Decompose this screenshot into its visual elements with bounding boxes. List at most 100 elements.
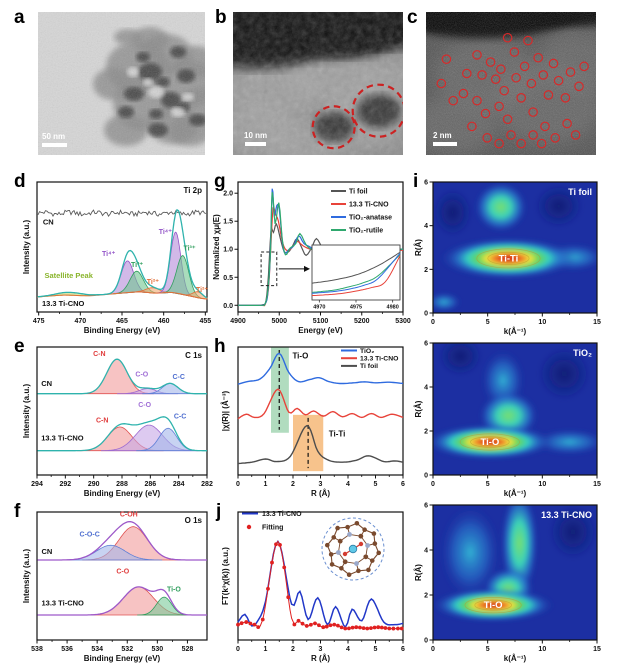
c-atom [366,567,371,573]
svg-text:290: 290 [88,481,100,488]
single-atom-circle [516,93,526,103]
o-atom [358,541,364,547]
svg-text:4: 4 [346,481,350,488]
svg-text:530: 530 [152,646,164,653]
c-atom [369,558,375,563]
svg-text:Ti-Ti: Ti-Ti [329,430,346,439]
wt_ti_foil-shell-label: Ti-Ti [499,253,519,264]
svg-text:0.0: 0.0 [223,303,233,310]
single-atom-circle [467,121,477,132]
single-atom-circle [562,118,572,129]
panel-label-h: h [214,336,226,357]
single-atom-circle [560,93,571,103]
panel-label-c: c [407,7,418,28]
panel-d-xps-chart: 475 470 465 460 455 Binding Energy (eV) Intens… [22,181,211,335]
wavelet-intensity-blob [534,184,583,228]
svg-text:294: 294 [31,481,43,488]
xanes-legend: Ti foil 13.3 Ti-CNO TiO₂-anatase TiO₂-rutil… [331,189,392,235]
single-atom-circle [516,138,526,149]
scale-bar-label: 50 nm [42,132,65,141]
n-atom [347,532,352,537]
single-atom-circle [550,133,560,143]
svg-text:0: 0 [236,646,240,653]
single-atom-circle [490,74,501,85]
cluster-highlight-circle [351,83,403,138]
c-atom [371,531,377,536]
svg-text:6: 6 [424,341,428,348]
svg-text:4975: 4975 [350,305,362,311]
wt_ti_foil-y-axis-label: R(Å) [414,239,423,256]
c-atom [324,542,330,548]
svg-text:4: 4 [424,385,428,392]
single-atom-circle [436,78,447,89]
wavelet-intensity-blob [537,347,591,401]
n-atom [354,561,359,566]
svg-text:Fitting: Fitting [262,525,283,532]
o-atom [342,551,348,557]
wt_tio2-x-axis-label: k(Å⁻¹) [504,489,527,498]
svg-text:10: 10 [538,646,546,653]
svg-text:5300: 5300 [395,318,411,325]
single-atom-circle [553,75,564,86]
single-atom-circle [570,130,581,140]
svg-text:4: 4 [424,548,428,555]
svg-text:15: 15 [593,319,601,326]
molecule-boundary-circle [321,517,385,581]
panel-e-xps-chart: 294 292 290 288 286 284 282 Binding Energy (eV)… [22,346,213,498]
svg-text:15: 15 [593,481,601,488]
single-atom-circle [482,133,492,143]
cluster-highlight-circle [311,105,356,150]
svg-text:3: 3 [319,481,323,488]
scale-bar [245,142,266,146]
scale-bar-label: 10 nm [244,131,267,140]
svg-text:C-O: C-O [135,371,148,378]
svg-text:Ti-O: Ti-O [167,586,181,593]
single-atom-circle [502,114,513,125]
svg-text:C-N: C-N [93,351,105,358]
panel-label-a: a [14,7,25,28]
svg-text:538: 538 [31,646,43,653]
panel-a-micrograph: 50 nm [38,12,205,155]
svg-text:C-OH: C-OH [120,511,138,518]
exafs_r-x-axis-label: R (Å) [311,489,330,498]
xps_o1s-title: O 1s [185,516,203,525]
single-atom-circle [472,95,482,106]
fit-legend: 13.3 Ti-CNO Fitting [242,511,302,532]
svg-text:534: 534 [91,646,103,653]
single-atom-circle [538,70,549,80]
wavelet-intensity-blob [439,505,501,600]
xps_c1s-x-axis-label: Binding Energy (eV) [84,489,161,498]
c-atom [329,562,335,567]
c-atom [331,535,337,540]
svg-text:13.3 Ti-CNO: 13.3 Ti-CNO [262,511,302,518]
ti-coordination-structure [321,517,385,581]
svg-text:Satellite Peak: Satellite Peak [45,271,94,280]
svg-text:2: 2 [424,593,428,600]
svg-text:4900: 4900 [230,318,246,325]
panel-j-fit-chart: 0 1 2 3 4 5 6 R (Å) FT(k³χ(k)) (a.u.) 13.3 Ti-CNO… [221,511,405,663]
c-atom [354,520,360,526]
svg-text:284: 284 [173,481,185,488]
svg-text:465: 465 [116,318,128,325]
svg-text:282: 282 [201,481,213,488]
single-atom-circle [495,64,506,74]
panel-c-micrograph: 2 nm [426,12,596,155]
svg-text:Ti⁴⁺: Ti⁴⁺ [102,251,116,258]
svg-text:TiO₂-anatase: TiO₂-anatase [349,215,392,222]
c-atom [345,524,350,530]
xps_o1s-y-axis-label: Intensity (a.u.) [22,549,31,604]
svg-text:Ti³⁺: Ti³⁺ [131,262,143,269]
single-atom-circle [485,57,496,67]
single-atom-circle [448,95,458,106]
panel-label-e: e [14,336,25,357]
panel-label-i: i [413,171,419,192]
svg-text:460: 460 [158,318,170,325]
svg-text:Ti⁴⁺: Ti⁴⁺ [159,229,173,236]
scale-bar [433,142,457,146]
svg-text:5200: 5200 [354,318,370,325]
svg-text:C-C: C-C [174,414,186,421]
c-atom [372,541,378,546]
svg-text:528: 528 [182,646,194,653]
